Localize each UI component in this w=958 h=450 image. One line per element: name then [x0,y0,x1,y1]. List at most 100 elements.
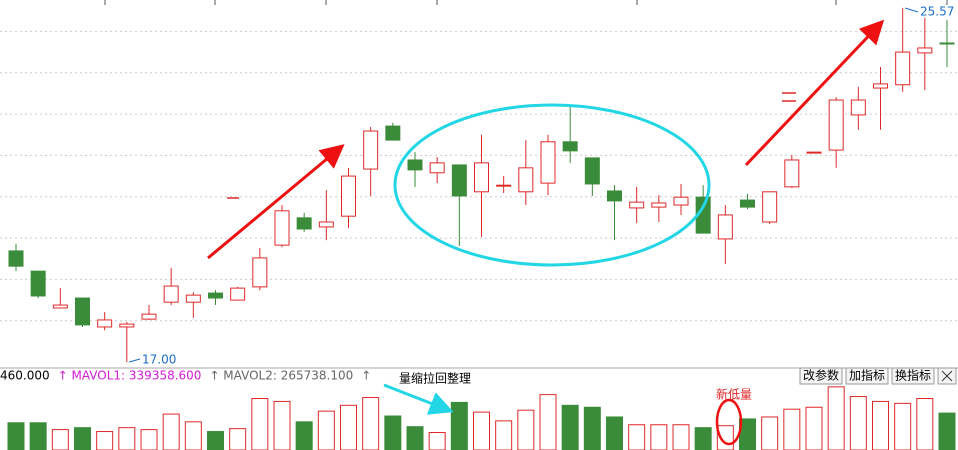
candle-body [850,99,866,116]
annotation: 量缩拉回整理 [399,371,471,386]
volume-bar [340,404,357,450]
button-frame[interactable] [845,367,889,385]
volume-bar [450,401,468,450]
volume-bar [561,404,579,450]
candle-body [607,190,622,202]
volume-bar [406,426,424,450]
toolbar-button[interactable]: 加指标 [845,367,889,385]
candle-body [30,270,46,297]
volume-bar [672,424,690,450]
high-pointer [904,7,919,13]
candle-body [873,83,888,89]
candle-body [562,141,578,152]
candle-body [8,250,24,267]
volume-bar [761,416,779,450]
indicator-label: 460.000 [0,369,50,383]
consolidation-ellipse [393,103,711,267]
volume-bar [805,406,823,450]
volume-bar [273,400,291,450]
candle-body [939,42,955,45]
volume-bar [162,413,180,450]
candle-body [52,304,68,309]
candle-body [762,191,778,223]
candle-body [673,196,689,206]
top-ticks [104,0,948,5]
volume-bar [140,429,158,450]
signal-marks [227,92,796,199]
button-frame[interactable] [891,367,935,385]
volume-bar [827,386,845,450]
candle-body [230,287,246,301]
candle-body [540,141,556,184]
candle-body [75,297,90,326]
volume-bar [539,394,557,450]
volume-bar [251,398,269,450]
low-volume-ellipse [715,398,743,446]
volume-bar [428,432,446,450]
volume-bar [384,415,402,450]
candle-body [97,319,113,328]
volume-bar [7,422,25,450]
volume-bar [938,412,956,450]
volume-bar [51,429,69,450]
volume-bar [295,421,313,450]
candle-body [296,217,312,230]
volume-bar [473,411,490,450]
volume-bar [317,410,335,450]
candle-body [518,167,534,193]
toolbar-button[interactable]: 改参数 [799,367,843,385]
candle-body [185,294,201,303]
volume-bar [517,409,535,450]
button-label[interactable]: 改参数 [803,368,839,383]
button-label[interactable]: 加指标 [849,368,885,383]
volume-bar [118,427,136,450]
candle-body [584,157,600,185]
candle-body [407,159,423,171]
candle-body [740,199,755,208]
high-label: 25.57 [920,5,954,19]
candle-body [274,210,290,246]
candle-body [784,159,800,188]
volume-bar [650,424,668,450]
candle-body [496,184,512,187]
candle-body [119,323,135,328]
volume-bar [96,431,114,450]
candle-body [208,292,223,299]
candle-body [917,47,933,54]
volume-bar [229,428,247,450]
candle-body [474,162,489,193]
candle-body [385,125,401,141]
volume-bar [606,416,623,450]
volume-bar [29,422,47,450]
toolbar-button[interactable]: 换指标 [891,367,935,385]
candle-body [651,202,667,208]
low-pointer [128,358,141,363]
volume-bar [783,408,801,450]
trend-arrow [744,19,885,167]
volume-bar [872,400,889,450]
candle-body [828,99,844,151]
button-frame[interactable] [799,367,843,385]
candle-body [895,51,911,86]
button-label[interactable]: 换指标 [895,368,931,383]
candle-body [318,221,334,228]
close-button[interactable] [937,367,957,385]
volume-bar [184,421,202,450]
low-label: 17.00 [142,353,176,367]
candle-body [363,130,379,170]
candle-body [629,201,645,209]
volume-bar [849,396,867,450]
annotation: 新低量 [716,387,752,402]
volume-bar [74,427,91,450]
annotation-arrow [383,383,454,415]
indicator-label: ↑ [361,369,371,383]
candle-body [252,257,268,288]
volume-bar [894,402,912,450]
volume-bar [916,398,934,450]
candle-body [806,151,822,154]
candle-body [341,175,356,217]
volume-bar [628,424,646,450]
candle-body [717,214,733,240]
volume-bar [495,420,513,450]
